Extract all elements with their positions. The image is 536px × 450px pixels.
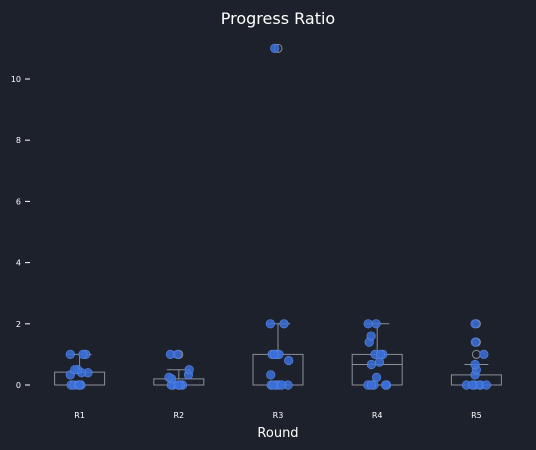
data-point: [70, 365, 80, 375]
data-point: [470, 319, 480, 329]
y-tick-label: 8: [16, 136, 21, 145]
y-axis: 0 2 4 6 8 10: [11, 75, 30, 390]
x-axis-label: Round: [257, 426, 298, 441]
data-point: [78, 349, 88, 360]
flier-marker: [471, 349, 481, 359]
data-point: [371, 372, 382, 382]
y-tick-label: 4: [16, 259, 21, 268]
y-tick-label: 0: [16, 381, 21, 390]
data-point: [481, 380, 492, 390]
data-point: [371, 319, 381, 329]
data-point: [266, 370, 276, 380]
x-tick-label: R5: [471, 411, 482, 420]
data-point: [374, 357, 385, 367]
data-point: [184, 365, 194, 375]
data-point: [65, 349, 75, 360]
data-point: [381, 380, 391, 390]
data-point: [270, 43, 280, 54]
data-point: [467, 380, 478, 390]
data-point: [173, 380, 184, 390]
data-point: [269, 349, 279, 360]
data-point: [375, 349, 386, 360]
data-point: [279, 319, 289, 329]
chart-title: Progress Ratio: [221, 9, 335, 28]
data-point: [363, 319, 373, 329]
data-point: [284, 355, 294, 366]
x-axis: R1 R2 R3 R4 R5: [74, 411, 481, 420]
y-tick-label: 10: [11, 75, 21, 84]
y-tick-label: 6: [16, 197, 21, 206]
data-point: [366, 331, 376, 341]
data-point: [366, 359, 376, 370]
data-point: [172, 349, 183, 360]
data-point: [75, 380, 85, 390]
data-point: [366, 380, 377, 390]
data-point: [479, 349, 489, 360]
boxes-layer: [54, 43, 502, 386]
data-point: [265, 319, 275, 329]
box-r3: [252, 353, 304, 386]
data-point: [164, 372, 174, 382]
x-tick-label: R4: [372, 411, 383, 420]
y-tick-label: 2: [16, 320, 21, 329]
data-point: [268, 380, 278, 390]
x-tick-label: R1: [74, 411, 85, 420]
data-point: [277, 380, 287, 390]
data-point: [470, 359, 480, 370]
points-layer: [65, 43, 492, 390]
x-tick-label: R3: [273, 411, 284, 420]
data-point: [470, 337, 480, 347]
x-tick-label: R2: [173, 411, 184, 420]
